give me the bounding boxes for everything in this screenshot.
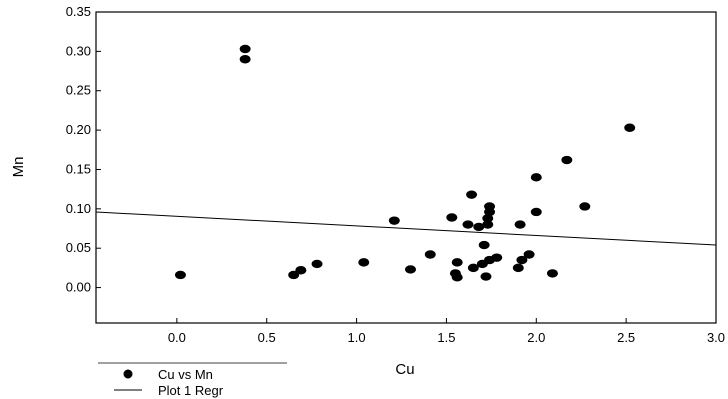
regression-line: [95, 211, 717, 246]
y-tick-label: 0.05: [66, 240, 91, 255]
legend-label-regression: Plot 1 Regr: [158, 383, 224, 398]
legend: Cu vs Mn Plot 1 Regr: [98, 362, 287, 398]
data-point: [546, 269, 558, 278]
data-point: [523, 250, 535, 259]
data-point: [239, 44, 251, 54]
data-point: [516, 255, 528, 265]
data-point: [358, 258, 370, 267]
regression-line-group: [95, 211, 717, 246]
data-point: [451, 258, 463, 267]
x-axis: 0.0 0.5 1.0 1.5 2.0 2.5 3.0: [168, 318, 725, 345]
data-point: [467, 263, 479, 273]
data-point: [491, 253, 503, 262]
data-points: [174, 44, 636, 282]
x-tick-label: 1.5: [437, 330, 455, 345]
data-point: [482, 220, 494, 229]
data-point: [466, 190, 478, 199]
x-tick-label: 2.5: [617, 330, 635, 345]
y-axis: 0.00 0.05 0.10 0.15 0.20 0.25 0.30 0.35: [66, 4, 101, 295]
data-point: [579, 202, 591, 211]
data-point: [561, 155, 573, 165]
data-point: [404, 265, 416, 274]
data-point: [462, 220, 474, 229]
data-point: [482, 214, 494, 223]
y-tick-label: 0.25: [66, 83, 91, 98]
x-tick-label: 3.0: [707, 330, 725, 345]
data-point: [624, 123, 636, 132]
data-point: [480, 272, 492, 281]
x-tick-label: 0.0: [168, 330, 186, 345]
data-point: [514, 220, 526, 229]
data-point: [239, 55, 251, 64]
data-point: [530, 207, 542, 217]
data-point: [512, 263, 524, 273]
x-tick-label: 1.0: [348, 330, 366, 345]
data-point: [424, 250, 436, 259]
y-tick-label: 0.30: [66, 43, 91, 58]
data-point: [388, 216, 400, 225]
legend-dot-marker: [123, 369, 133, 379]
data-point: [530, 173, 542, 182]
x-axis-label: Cu: [395, 361, 414, 378]
data-point: [174, 270, 186, 280]
y-tick-label: 0.35: [66, 4, 91, 19]
data-point: [446, 213, 458, 222]
x-tick-label: 0.5: [258, 330, 276, 345]
y-tick-label: 0.10: [66, 201, 91, 216]
x-tick-label: 2.0: [527, 330, 545, 345]
data-point: [473, 222, 485, 232]
y-tick-label: 0.00: [66, 280, 91, 295]
y-axis-label: Mn: [10, 157, 27, 178]
legend-label-scatter: Cu vs Mn: [158, 367, 213, 382]
y-tick-label: 0.15: [66, 161, 91, 176]
data-point: [478, 240, 490, 250]
plot-area-frame: [95, 11, 717, 324]
data-point: [311, 259, 323, 269]
data-point: [288, 270, 300, 280]
y-tick-label: 0.20: [66, 122, 91, 137]
data-point: [451, 273, 463, 282]
data-point: [295, 266, 307, 275]
data-point: [484, 202, 496, 211]
